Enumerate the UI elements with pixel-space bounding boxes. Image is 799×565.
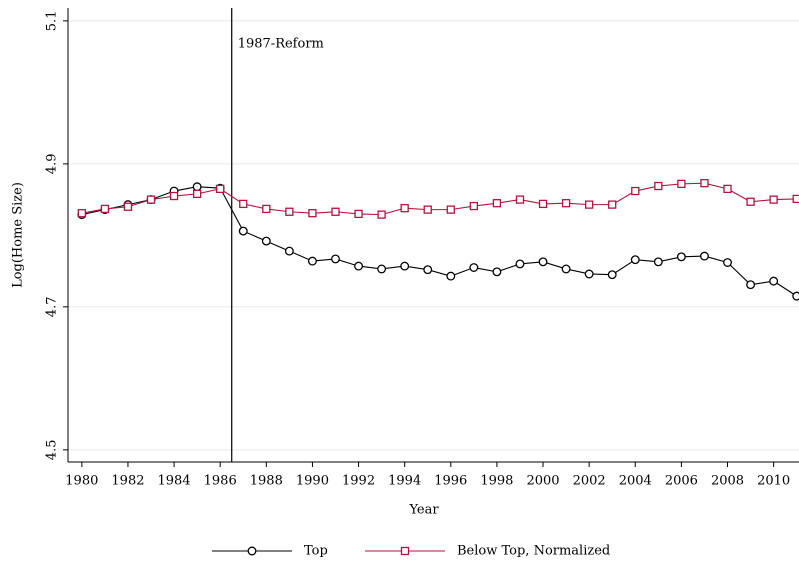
- x-tick-label: 2010: [757, 474, 790, 489]
- point: [262, 204, 271, 214]
- point: [561, 264, 571, 274]
- point: [585, 200, 594, 209]
- legend-label: Below Top, Normalized: [457, 544, 610, 559]
- point: [331, 254, 340, 264]
- x-tick-label: 1984: [158, 474, 191, 489]
- y-tick-label: 4.5: [45, 440, 60, 461]
- point: [746, 280, 756, 290]
- point: [308, 209, 317, 218]
- point: [261, 236, 271, 246]
- point: [584, 269, 594, 279]
- point: [538, 257, 548, 267]
- point: [769, 276, 779, 286]
- reference-label: 1987-Reform: [238, 37, 324, 52]
- x-tick-label: 2000: [526, 474, 559, 489]
- y-axis-label: Log(Home Size): [11, 182, 26, 288]
- point: [100, 204, 110, 214]
- point: [354, 209, 363, 219]
- x-tick-label: 2006: [665, 474, 698, 489]
- point: [792, 291, 799, 301]
- point: [123, 202, 133, 211]
- x-tick-label: 1980: [65, 474, 98, 489]
- point: [469, 201, 479, 211]
- point: [400, 261, 410, 271]
- point: [423, 205, 432, 214]
- y-tick-label: 4.9: [45, 154, 60, 175]
- point: [492, 267, 502, 277]
- x-tick-label: 1998: [480, 474, 513, 489]
- point: [238, 226, 248, 236]
- point: [653, 257, 663, 267]
- x-tick-label: 1986: [204, 474, 237, 489]
- point: [469, 263, 479, 272]
- point: [723, 184, 732, 194]
- point: [607, 270, 617, 280]
- point: [239, 199, 248, 209]
- point: [354, 261, 364, 271]
- x-tick-label: 2008: [711, 474, 744, 489]
- point: [400, 204, 409, 213]
- point: [792, 194, 799, 204]
- point: [746, 197, 755, 206]
- point: [561, 199, 571, 208]
- x-tick-label: 1988: [250, 474, 283, 489]
- x-tick-label: 2004: [619, 474, 652, 489]
- point: [423, 265, 433, 275]
- point: [676, 252, 686, 262]
- point: [169, 191, 179, 201]
- point: [677, 179, 686, 189]
- point: [515, 195, 525, 204]
- point: [377, 264, 387, 274]
- point: [192, 189, 202, 199]
- point: [285, 207, 294, 216]
- point: [538, 199, 548, 209]
- point: [146, 195, 156, 204]
- x-tick-label: 2002: [573, 474, 606, 489]
- y-tick-label: 4.7: [45, 297, 60, 318]
- point: [515, 259, 525, 269]
- point: [284, 246, 294, 256]
- point: [608, 200, 617, 209]
- point: [446, 271, 456, 281]
- legend-label: Top: [304, 544, 328, 559]
- point: [769, 195, 778, 204]
- point: [77, 209, 86, 218]
- point: [631, 186, 640, 196]
- point: [216, 184, 225, 194]
- x-axis-label: Year: [408, 503, 439, 518]
- point: [492, 199, 502, 208]
- legend-marker: [400, 546, 410, 556]
- point: [331, 207, 340, 216]
- x-tick-label: 1992: [342, 474, 375, 489]
- x-tick-label: 1982: [111, 474, 144, 489]
- legend-marker: [247, 546, 257, 556]
- point: [192, 182, 202, 192]
- point: [700, 179, 709, 188]
- point: [723, 258, 732, 267]
- point: [630, 255, 640, 265]
- point: [307, 256, 317, 266]
- point: [654, 181, 663, 191]
- x-tick-label: 1996: [434, 474, 467, 489]
- y-tick-label: 5.1: [45, 11, 60, 32]
- x-tick-label: 1994: [388, 474, 421, 489]
- point: [700, 251, 709, 261]
- point: [377, 210, 386, 219]
- x-tick-label: 1990: [296, 474, 329, 489]
- point: [446, 205, 455, 214]
